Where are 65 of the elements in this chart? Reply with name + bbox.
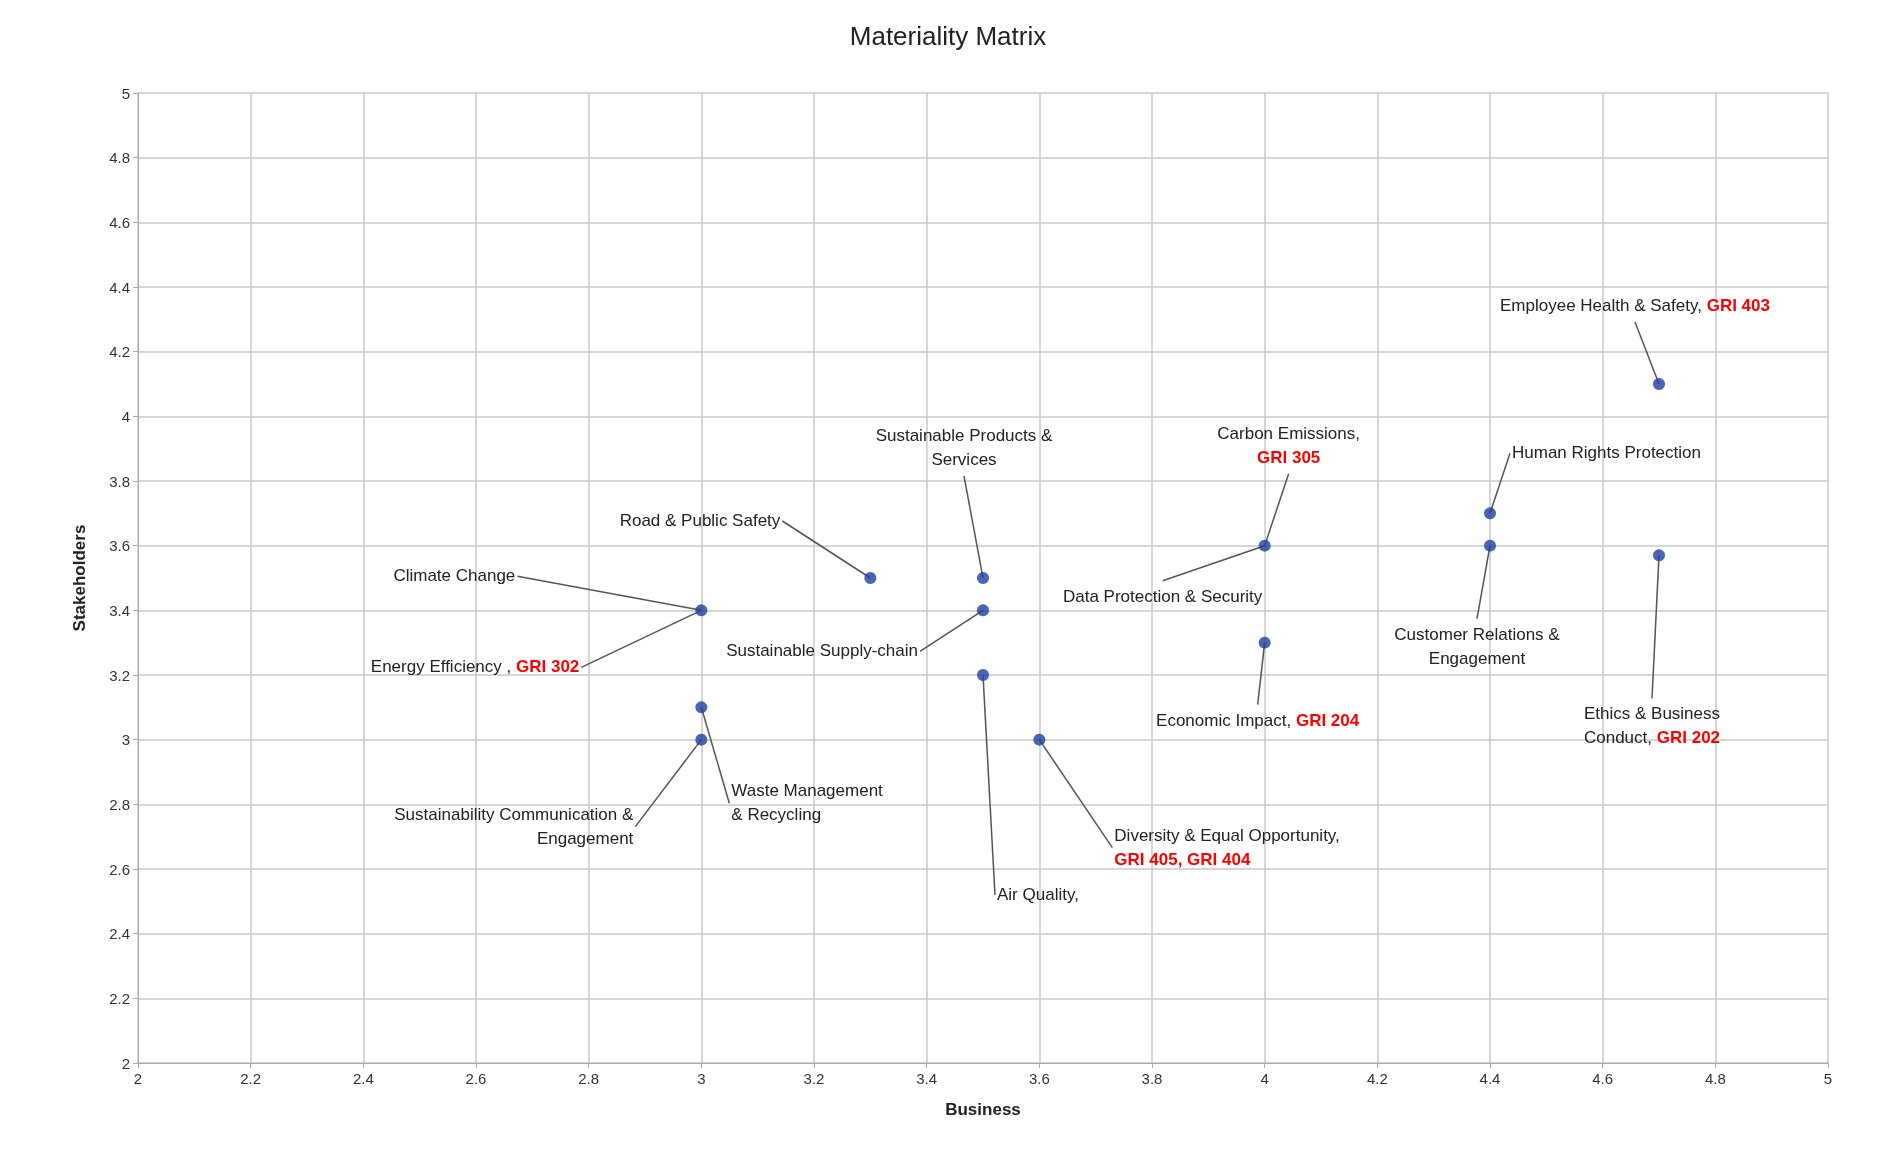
annotation: Sustainable Supply-chain <box>726 640 918 663</box>
x-tick-label: 4 <box>1260 1070 1269 1087</box>
x-tick-label: 2.8 <box>578 1070 600 1087</box>
point <box>1484 539 1496 552</box>
point <box>1653 378 1665 390</box>
annotation: Ethics & Business Conduct, GRI 202 <box>1582 703 1722 750</box>
y-tick-label: 2.2 <box>109 989 130 1007</box>
y-tick-label: 4.8 <box>109 149 130 167</box>
y-tick-label: 2 <box>121 1054 130 1072</box>
x-tick-label: 4.8 <box>1704 1070 1726 1087</box>
point <box>1258 539 1271 552</box>
point <box>864 572 877 584</box>
y-tick-label: 3.8 <box>109 472 130 490</box>
annotation: Employee Health & Safety, GRI 403 <box>1500 295 1770 317</box>
annotation: Waste Management & Recycling <box>731 780 884 827</box>
point <box>695 604 708 617</box>
y-tick-label: 2.4 <box>109 925 130 943</box>
y-tick-label: 4.4 <box>109 278 130 296</box>
annotation: Climate Change <box>393 565 516 588</box>
x-tick-label: 3 <box>697 1070 706 1087</box>
point <box>977 572 989 584</box>
annotation: Energy Efficiency , GRI 302 <box>370 656 580 679</box>
annotation: Carbon Emissions, GRI 305 <box>1216 422 1361 469</box>
x-tick-label: 2 <box>133 1070 143 1087</box>
x-tick-label: 3.6 <box>1028 1070 1050 1087</box>
annotation: Sustainability Communication & Engagement <box>393 803 634 850</box>
point <box>695 733 708 746</box>
annotation: Customer Relations & Engagement <box>1393 623 1561 670</box>
y-tick-label: 3 <box>121 731 130 749</box>
point <box>1258 636 1271 649</box>
chart-title: Materiality Matrix <box>849 21 1047 51</box>
y-tick-label: 5 <box>121 84 130 102</box>
x-tick-label: 3.8 <box>1141 1070 1163 1087</box>
point <box>1484 507 1496 520</box>
y-tick-label: 3.6 <box>109 537 130 555</box>
annotation: Economic Impact, GRI 204 <box>1156 709 1360 732</box>
x-tick-label: 5 <box>1823 1070 1833 1087</box>
y-tick-label: 4 <box>121 407 130 425</box>
annotation: Diversity & Equal Opportunity, GRI 405, GRI 404 <box>1114 824 1341 871</box>
x-tick-label: 3.2 <box>803 1070 825 1087</box>
point <box>1653 549 1665 562</box>
annotation: Air Quality, <box>997 884 1079 906</box>
annotation: Road & Public Safety <box>619 510 781 532</box>
y-tick-label: 2.8 <box>109 795 130 813</box>
x-tick-label: 3.4 <box>916 1070 938 1087</box>
x-tick-label: 4.6 <box>1592 1070 1614 1087</box>
annotation: Sustainable Products & Services <box>874 425 1054 471</box>
x-tick-label: 2.4 <box>352 1070 374 1087</box>
y-tick-label: 3.2 <box>109 666 130 684</box>
point <box>695 701 708 714</box>
x-tick-label: 4.4 <box>1479 1070 1501 1087</box>
annotation: Human Rights Protection <box>1512 442 1701 465</box>
y-tick-label: 4.2 <box>109 343 130 361</box>
x-tick-label: 2.6 <box>465 1070 487 1087</box>
point <box>977 669 989 681</box>
x-axis-title: Business <box>945 1100 1021 1119</box>
y-tick-label: 3.4 <box>109 601 130 619</box>
x-tick-label: 2.2 <box>240 1070 262 1087</box>
y-axis-title: Stakeholders <box>70 524 89 632</box>
y-tick-label: 4.6 <box>109 213 130 231</box>
point <box>977 604 989 617</box>
y-tick-label: 2.6 <box>109 860 130 878</box>
annotation: Data Protection & Security <box>1062 585 1263 608</box>
point <box>1033 733 1046 746</box>
x-tick-label: 4.2 <box>1366 1070 1388 1087</box>
